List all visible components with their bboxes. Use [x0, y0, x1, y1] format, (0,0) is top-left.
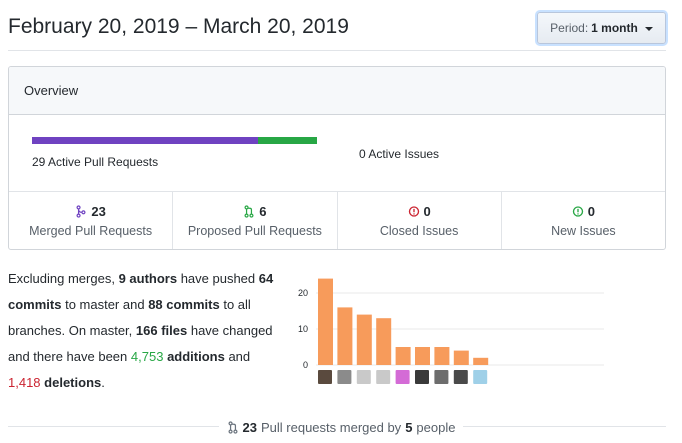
period-label: Period:	[550, 21, 589, 35]
deletions-count: 1,418	[8, 375, 41, 390]
author-avatar[interactable]	[415, 370, 429, 384]
period-value: 1 month	[591, 21, 638, 35]
text-segment: .	[101, 375, 105, 390]
text-segment: Pull requests merged by	[261, 420, 402, 435]
chevron-down-icon	[644, 27, 653, 31]
text-segment: have pushed	[177, 271, 259, 286]
text-segment: and	[224, 349, 251, 364]
commits-by-author-chart: 20 10 0	[298, 278, 604, 384]
y-tick-label: 0	[303, 360, 308, 370]
pushed-summary-text: Excluding merges, 9 authors have pushed …	[8, 266, 283, 396]
author-avatar[interactable]	[473, 370, 488, 384]
overview-box: Overview 29 Active Pull Requests 0 Activ…	[8, 66, 666, 250]
author-avatar[interactable]	[453, 370, 468, 384]
open-segment	[258, 137, 317, 144]
additions-label: additions	[167, 349, 225, 364]
overview-title: Overview	[24, 83, 79, 98]
author-avatar[interactable]	[356, 370, 371, 384]
stat-label: New Issues	[551, 224, 616, 238]
chart-bar[interactable]	[318, 278, 333, 365]
overview-summary: 29 Active Pull Requests 0 Active Issues	[9, 115, 665, 192]
page-header: February 20, 2019 – March 20, 2019 Perio…	[8, 0, 666, 51]
authors-count: 9 authors	[118, 271, 178, 286]
stat-closed-issues[interactable]: 0 Closed Issues	[338, 192, 502, 249]
author-avatar[interactable]	[376, 370, 391, 384]
commits-master-link[interactable]: 64 commits	[8, 271, 274, 312]
chart-bar[interactable]	[434, 347, 450, 365]
y-tick-label: 10	[298, 324, 308, 334]
stat-label: Proposed Pull Requests	[187, 224, 322, 238]
chart-bar[interactable]	[453, 350, 469, 365]
deletions-label: deletions	[44, 375, 102, 390]
overview-stats: 23 Merged Pull Requests 6 Proposed Pull …	[9, 192, 665, 249]
stat-count: 23	[91, 204, 106, 219]
issue-closed-icon	[408, 206, 419, 217]
people-count: 5	[405, 420, 413, 435]
date-range-title: February 20, 2019 – March 20, 2019	[8, 15, 349, 38]
stat-label: Merged Pull Requests	[29, 224, 153, 238]
merged-count: 23	[242, 420, 257, 435]
active-issues-link[interactable]: 0 Active Issues	[359, 147, 440, 161]
chart-bar[interactable]	[473, 357, 489, 365]
footer-merged-summary: 23 Pull requests merged by 5 people	[0, 420, 682, 437]
overview-header: Overview	[9, 67, 665, 115]
git-merge-icon	[228, 421, 238, 434]
additions-count: 4,753	[130, 349, 164, 364]
text-segment: to master and	[61, 297, 149, 312]
y-tick-label: 20	[298, 288, 308, 298]
author-avatar[interactable]	[395, 370, 410, 384]
stat-count: 0	[423, 204, 431, 219]
stat-label: Closed Issues	[379, 224, 459, 238]
git-merge-icon	[76, 205, 86, 218]
period-dropdown-button[interactable]: Period: 1 month	[537, 12, 666, 44]
stat-merged-pull-requests[interactable]: 23 Merged Pull Requests	[9, 192, 174, 249]
text-segment: people	[416, 420, 456, 435]
issue-opened-icon	[572, 206, 583, 217]
text-segment: Excluding merges,	[8, 271, 119, 286]
pull-request-progress-bar	[32, 137, 317, 144]
chart-bar[interactable]	[356, 314, 372, 365]
text-segment: have changed and there have been	[8, 323, 273, 364]
stat-proposed-pull-requests[interactable]: 6 Proposed Pull Requests	[173, 192, 338, 249]
files-changed-count: 166 files	[135, 323, 188, 338]
author-avatar[interactable]	[434, 370, 449, 384]
chart-bar[interactable]	[415, 347, 430, 365]
commits-all-link[interactable]: 88 commits	[148, 297, 220, 312]
git-pull-request-icon	[244, 205, 254, 218]
author-avatar[interactable]	[337, 370, 352, 384]
author-avatar[interactable]	[318, 370, 332, 384]
stat-new-issues[interactable]: 0 New Issues	[502, 192, 665, 249]
chart-bar[interactable]	[395, 347, 411, 365]
chart-bar[interactable]	[337, 307, 353, 365]
merged-segment	[32, 137, 258, 144]
stat-count: 6	[259, 204, 267, 219]
stat-count: 0	[587, 204, 595, 219]
chart-bar[interactable]	[376, 318, 392, 365]
active-pull-requests-link[interactable]: 29 Active Pull Requests	[32, 155, 159, 169]
text-segment: to all branches. On master,	[8, 297, 251, 338]
